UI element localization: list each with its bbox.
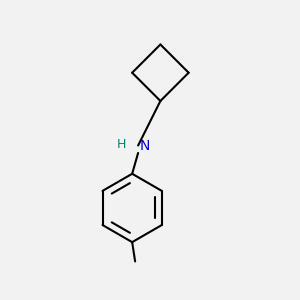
Text: H: H [117, 138, 126, 151]
Text: N: N [140, 139, 150, 152]
